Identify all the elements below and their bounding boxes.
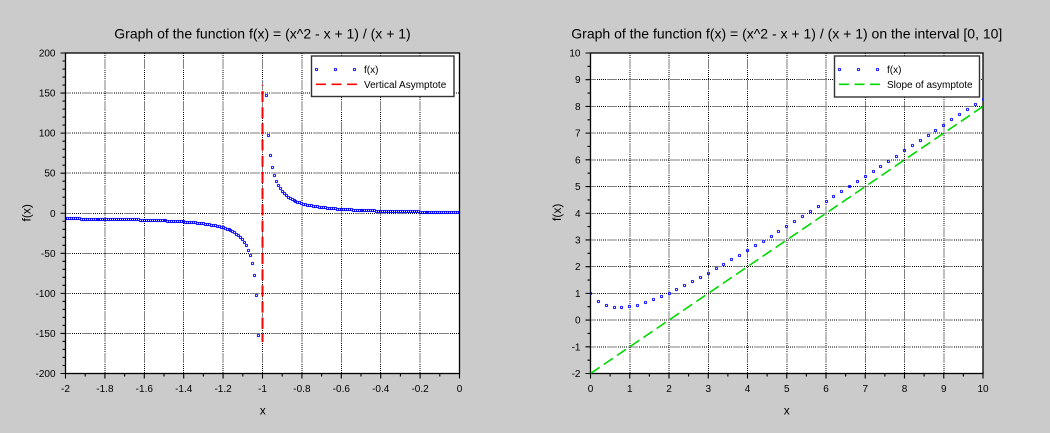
svg-text:x: x [784, 403, 790, 417]
svg-text:-0.8: -0.8 [293, 384, 311, 395]
svg-text:-1.6: -1.6 [136, 384, 154, 395]
svg-text:f(x): f(x) [550, 204, 564, 221]
svg-text:0: 0 [457, 384, 463, 395]
svg-text:7: 7 [575, 129, 581, 140]
svg-text:10: 10 [569, 49, 581, 60]
svg-text:-2: -2 [61, 384, 70, 395]
svg-text:4: 4 [745, 384, 751, 395]
svg-text:200: 200 [39, 49, 56, 60]
svg-text:-1.8: -1.8 [96, 384, 114, 395]
svg-text:0: 0 [50, 209, 56, 220]
svg-text:4: 4 [575, 209, 581, 220]
svg-text:Slope of asymptote: Slope of asymptote [887, 80, 973, 91]
svg-text:-0.6: -0.6 [333, 384, 351, 395]
svg-text:-1.2: -1.2 [214, 384, 232, 395]
svg-text:10: 10 [977, 384, 989, 395]
svg-text:f(x): f(x) [20, 204, 34, 221]
svg-text:6: 6 [575, 155, 581, 166]
svg-text:8: 8 [575, 102, 581, 113]
svg-text:0: 0 [575, 316, 581, 327]
svg-text:-0.4: -0.4 [372, 384, 390, 395]
svg-text:50: 50 [44, 169, 56, 180]
svg-text:8: 8 [902, 384, 908, 395]
svg-text:150: 150 [39, 89, 56, 100]
svg-text:7: 7 [862, 384, 868, 395]
svg-text:5: 5 [575, 182, 581, 193]
svg-text:3: 3 [575, 235, 581, 246]
svg-text:Graph of the function f(x) = (: Graph of the function f(x) = (x^2 - x + … [571, 26, 1002, 42]
svg-text:-1: -1 [258, 384, 267, 395]
svg-text:Graph of the function f(x) = (: Graph of the function f(x) = (x^2 - x + … [114, 26, 410, 42]
svg-text:3: 3 [705, 384, 711, 395]
svg-text:x: x [260, 403, 266, 417]
svg-text:9: 9 [941, 384, 947, 395]
svg-text:f(x): f(x) [364, 65, 378, 76]
svg-text:-1: -1 [572, 342, 581, 353]
svg-text:-200: -200 [35, 369, 55, 380]
svg-text:-100: -100 [35, 289, 55, 300]
svg-text:1: 1 [575, 289, 581, 300]
svg-text:6: 6 [823, 384, 829, 395]
svg-text:Vertical Asymptote: Vertical Asymptote [364, 80, 447, 91]
svg-text:5: 5 [784, 384, 790, 395]
svg-text:-150: -150 [35, 329, 55, 340]
svg-text:-1.4: -1.4 [175, 384, 193, 395]
svg-text:2: 2 [575, 262, 581, 273]
svg-text:9: 9 [575, 75, 581, 86]
svg-text:-2: -2 [572, 369, 581, 380]
svg-text:2: 2 [666, 384, 672, 395]
svg-text:1: 1 [627, 384, 633, 395]
svg-text:f(x): f(x) [887, 65, 901, 76]
svg-text:0: 0 [588, 384, 594, 395]
svg-text:-0.2: -0.2 [411, 384, 429, 395]
svg-text:100: 100 [39, 129, 56, 140]
svg-text:-50: -50 [41, 249, 56, 260]
